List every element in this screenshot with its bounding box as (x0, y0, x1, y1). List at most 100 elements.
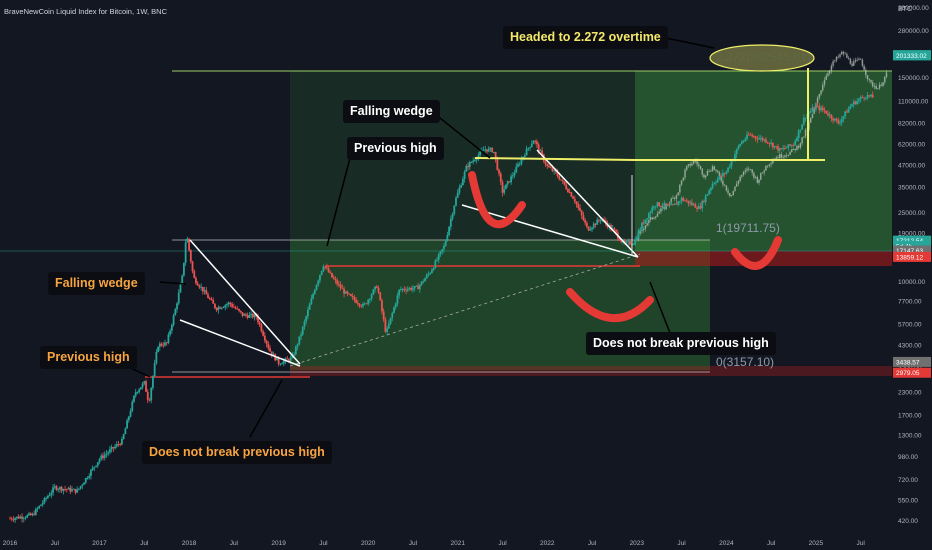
candle (26, 514, 29, 519)
candle-body (656, 202, 659, 207)
candle-body (530, 143, 533, 147)
annotation-falling-wedge-left[interactable]: Falling wedge (48, 272, 145, 295)
candle-body (232, 306, 235, 308)
candle-body (46, 496, 49, 499)
ghost-candle (682, 177, 685, 182)
candle-body (24, 517, 27, 519)
candle-body (127, 416, 130, 421)
ghost-candle (759, 172, 762, 181)
candle-body (308, 304, 311, 310)
candle (746, 131, 748, 141)
candle-body (219, 307, 221, 309)
candle (515, 163, 518, 173)
candle-body (506, 181, 509, 185)
ghost-candle (785, 152, 788, 159)
candle-body (162, 345, 165, 347)
candle-body (31, 513, 34, 516)
ghost-body (679, 184, 681, 193)
candle-body (337, 284, 340, 286)
y-tick-label: 19000.00 (898, 231, 925, 238)
candle (262, 329, 265, 337)
candle (465, 164, 468, 172)
candle-body (301, 326, 304, 335)
candle (382, 308, 385, 323)
price-tag-bg (893, 356, 931, 367)
annotation-no-break-left[interactable]: Does not break previous high (142, 441, 332, 464)
candle (350, 293, 352, 297)
price-axis[interactable]: 380000.00280000.00200000.00150000.001100… (898, 5, 929, 525)
ghost-body (846, 54, 848, 58)
candle (591, 226, 593, 233)
annotation-falling-wedge-top[interactable]: Falling wedge (343, 100, 440, 123)
candle (783, 145, 786, 150)
candle (115, 441, 118, 449)
candle-body (704, 195, 707, 203)
ghost-candle (789, 150, 791, 156)
candle-body (172, 315, 175, 325)
candle (417, 282, 420, 290)
annotation-headed[interactable]: Headed to 2.272 overtime (503, 26, 668, 49)
candle (737, 144, 740, 151)
candle (775, 145, 778, 150)
time-axis[interactable]: 2016 Jul 2017 Jul 2018 Jul 2019 Jul 2020 Jul 2021 J… (3, 540, 866, 547)
candle (813, 106, 816, 110)
ghost-candle (787, 154, 790, 157)
y-tick-label: 280000.00 (898, 28, 929, 35)
price-tag-bg (893, 50, 931, 61)
annotation-previous-high-top[interactable]: Previous high (347, 137, 444, 160)
candle (279, 363, 282, 366)
candle-body (250, 313, 252, 315)
candle-body (226, 304, 228, 306)
candle-body (661, 206, 664, 207)
candle (684, 199, 686, 202)
ghost-candle (797, 144, 800, 150)
ghost-body (790, 148, 793, 152)
candle-body (539, 150, 542, 152)
candle (183, 262, 185, 277)
candle (391, 311, 394, 322)
ghost-body (753, 172, 755, 178)
candle-body (820, 107, 822, 111)
ghost-candle (723, 183, 726, 187)
candle-body (28, 513, 30, 516)
candle-body (186, 238, 189, 243)
candle-body (653, 206, 655, 208)
ghost-body (809, 117, 812, 123)
ghost-candle (653, 216, 655, 220)
candle (246, 312, 249, 320)
candle-body (864, 97, 867, 99)
candle-body (801, 124, 804, 130)
candle (866, 91, 869, 101)
candle (12, 516, 15, 523)
annotation-previous-high-left[interactable]: Previous high (40, 346, 137, 369)
candle-body (536, 141, 538, 145)
candle-body (19, 516, 22, 519)
candle-body (406, 289, 409, 291)
candle-body (799, 129, 802, 131)
candle-body (818, 105, 821, 111)
annotation-no-break-right[interactable]: Does not break previous high (586, 332, 776, 355)
candle (41, 500, 44, 508)
candle (584, 217, 587, 226)
candle (136, 391, 139, 395)
candle-body (463, 171, 466, 179)
candle-body (420, 281, 423, 285)
candle (365, 303, 368, 305)
candle (57, 487, 60, 493)
ghost-candle (713, 165, 716, 171)
ghost-candle (751, 169, 753, 176)
ghost-body (827, 73, 829, 76)
candle-body (257, 316, 259, 323)
candle-body (217, 307, 220, 311)
candle-body (136, 391, 139, 393)
candle (129, 408, 132, 418)
candle-body (370, 294, 373, 299)
ghost-candle (677, 192, 679, 196)
candle (412, 284, 414, 293)
candle (567, 187, 569, 193)
candle-body (262, 331, 265, 336)
ghost-body (803, 136, 805, 138)
candle (45, 496, 48, 502)
pointer-fw-left (159, 281, 187, 285)
candle (146, 389, 149, 404)
